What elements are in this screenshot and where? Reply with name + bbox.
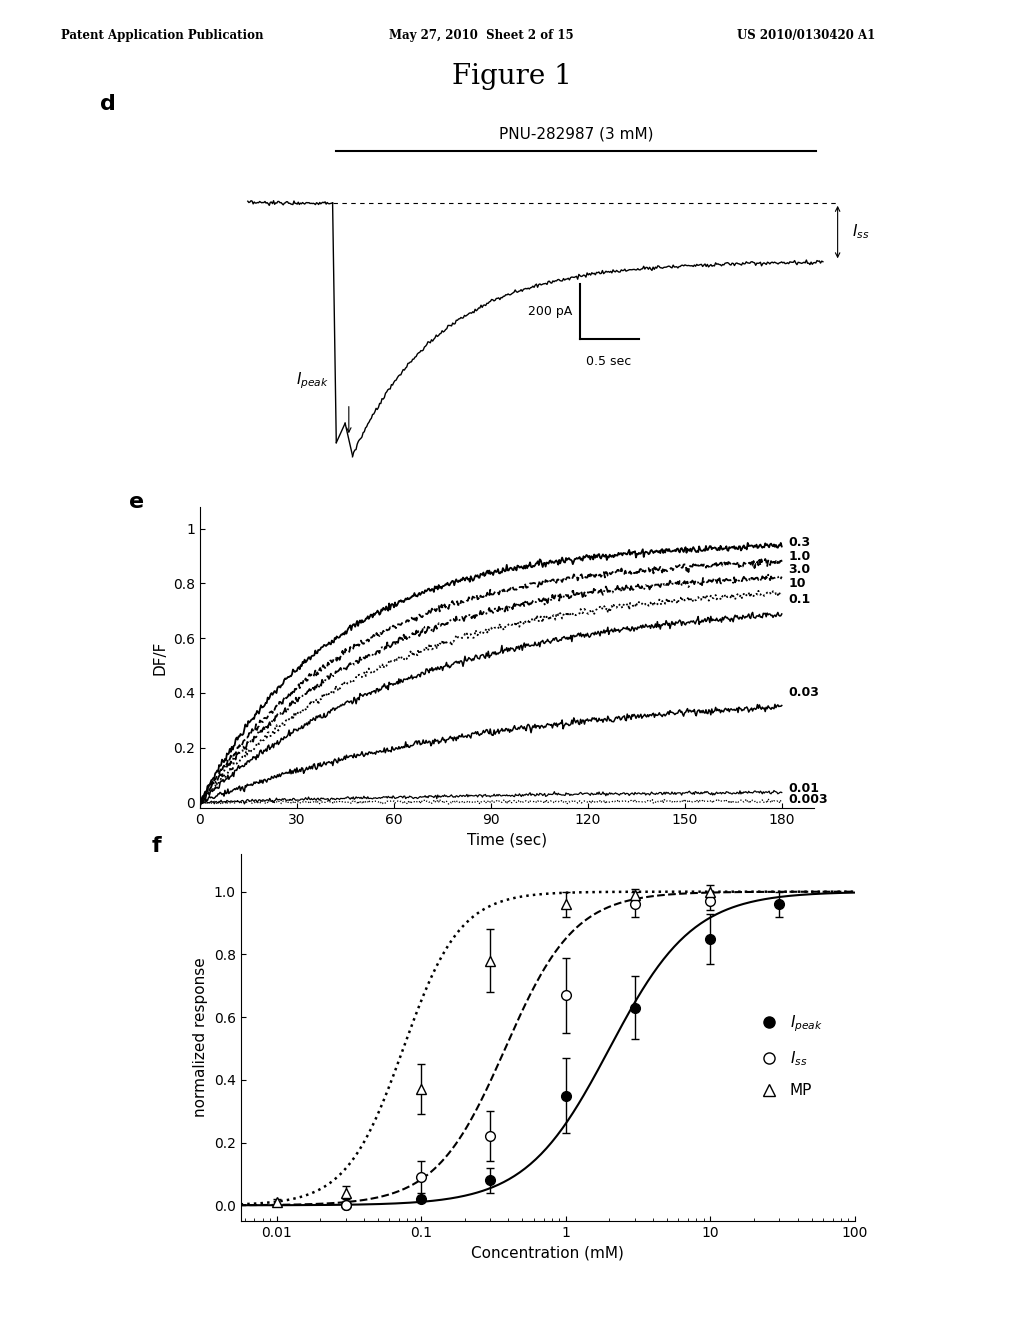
Text: f: f (152, 836, 161, 855)
Text: 0.01: 0.01 (788, 783, 819, 795)
Legend: $I_{peak}$, $I_{ss}$, MP: $I_{peak}$, $I_{ss}$, MP (748, 1007, 829, 1105)
Text: $I_{ss}$: $I_{ss}$ (852, 223, 869, 242)
Text: $I_{peak}$: $I_{peak}$ (296, 370, 329, 391)
Text: 0.03: 0.03 (788, 686, 819, 700)
X-axis label: Time (sec): Time (sec) (467, 832, 547, 847)
Text: PNU-282987 (3 mM): PNU-282987 (3 mM) (499, 127, 653, 141)
Text: e: e (129, 492, 144, 512)
Text: 10: 10 (788, 577, 806, 590)
Y-axis label: DF/F: DF/F (153, 640, 167, 675)
Text: May 27, 2010  Sheet 2 of 15: May 27, 2010 Sheet 2 of 15 (389, 29, 573, 42)
Text: 0.1: 0.1 (788, 594, 810, 606)
Text: 0.003: 0.003 (788, 793, 827, 807)
Text: 3.0: 3.0 (788, 564, 810, 577)
Y-axis label: normalized response: normalized response (194, 957, 208, 1118)
Text: 0.5 sec: 0.5 sec (587, 355, 632, 368)
Text: d: d (100, 95, 117, 115)
Text: 0.3: 0.3 (788, 536, 810, 549)
Text: Patent Application Publication: Patent Application Publication (61, 29, 264, 42)
Text: 200 pA: 200 pA (528, 305, 572, 318)
Text: Figure 1: Figure 1 (452, 63, 572, 90)
X-axis label: Concentration (mM): Concentration (mM) (471, 1245, 625, 1261)
Text: US 2010/0130420 A1: US 2010/0130420 A1 (737, 29, 876, 42)
Text: 1.0: 1.0 (788, 549, 810, 562)
